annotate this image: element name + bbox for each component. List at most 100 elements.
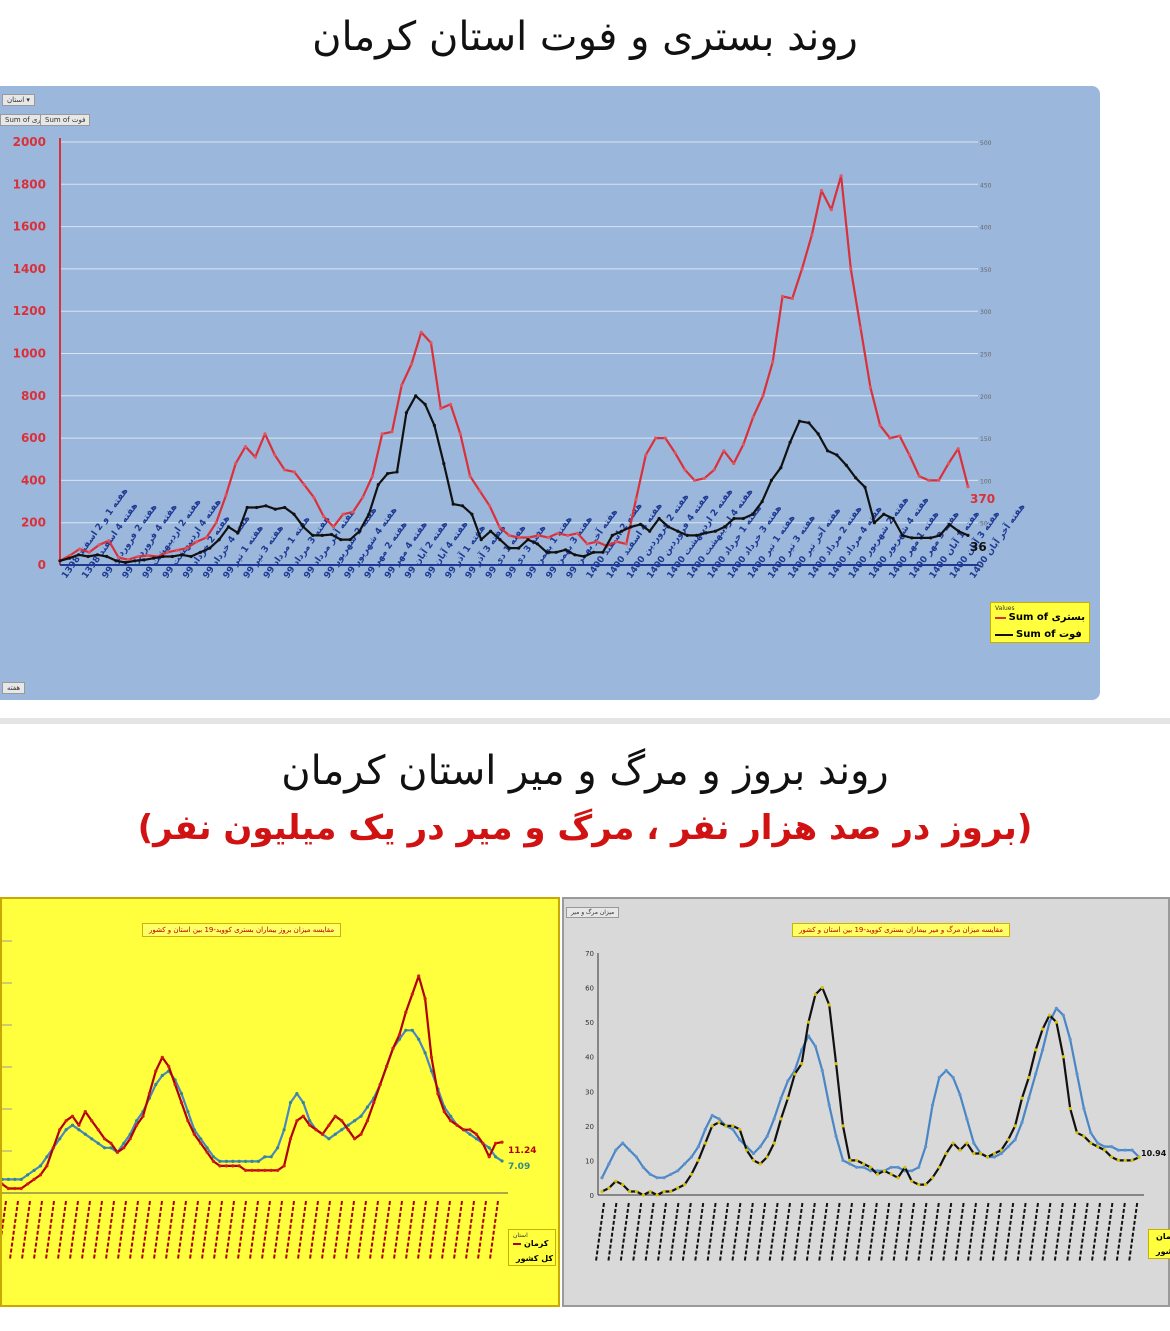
- week-filter-button[interactable]: هفته: [2, 682, 26, 694]
- chart2-series-kerman-point: [13, 1186, 17, 1191]
- chart2-series-kerman-point: [2, 1182, 4, 1186]
- chart3-xtick-mark: [669, 1202, 680, 1262]
- chart2-series-kerman-point: [288, 1137, 293, 1141]
- chart1-series-death-point: [760, 500, 764, 504]
- chart3-xtick-mark: [756, 1202, 767, 1262]
- chart1-series-death-point: [826, 449, 830, 453]
- chart3-series-kerman-point: [875, 1172, 879, 1176]
- chart3-series-kerman-point: [738, 1127, 742, 1131]
- chart1-series-hospitalized-point: [937, 478, 941, 482]
- chart1-ytick-left: 200: [21, 516, 46, 530]
- mortality-filter-button[interactable]: میزان مرگ و میر: [566, 907, 620, 918]
- chart3-series-country-point: [621, 1141, 625, 1145]
- chart2-series-kerman-point: [205, 1150, 209, 1154]
- chart2-xtick-mark: [81, 1200, 91, 1260]
- chart3-series-kerman-point: [800, 1062, 804, 1066]
- chart3-xtick-mark: [855, 1202, 866, 1262]
- chart3-series-kerman-point: [1020, 1096, 1024, 1100]
- chart3-series-kerman-point: [903, 1165, 907, 1169]
- chart1-series-hospitalized-point: [488, 504, 492, 508]
- chart3-series-kerman-point: [972, 1151, 976, 1156]
- chart1-series-death-point: [910, 536, 914, 540]
- chart3-xtick-mark: [1053, 1202, 1064, 1262]
- chart3-xtick-mark: [1128, 1202, 1139, 1262]
- chart2-series-kerman-point: [410, 992, 414, 996]
- chart2-series-kerman-point: [487, 1155, 491, 1159]
- chart1-series-death-point: [900, 533, 905, 537]
- chart3-series-country-point: [786, 1079, 790, 1083]
- chart3-series-country-point: [1041, 1048, 1045, 1052]
- chart1-series-hospitalized-point: [204, 535, 209, 540]
- chart2-series-country-point: [77, 1128, 81, 1132]
- chart3-series-kerman-point: [965, 1141, 969, 1145]
- chart1-series-death-point: [666, 525, 671, 529]
- chart2-series-kerman-point: [397, 1033, 401, 1037]
- chart1-series-hospitalized-point: [585, 542, 589, 546]
- chart2-series-kerman-point: [282, 1164, 286, 1168]
- chart2-series-country-point: [365, 1105, 369, 1109]
- chart1-series-death-point: [535, 542, 540, 546]
- chart1-series-hospitalized-point: [224, 493, 228, 497]
- province-filter-label: استان: [7, 96, 25, 104]
- province-filter-button[interactable]: استان ▾: [2, 94, 35, 106]
- chart1-series-death-point: [723, 525, 727, 529]
- chart3-xtick-mark: [929, 1202, 940, 1262]
- chart3-series-country-point: [765, 1134, 769, 1138]
- chart3-series-kerman-point: [1041, 1027, 1045, 1031]
- chart2-series-kerman-point: [154, 1069, 158, 1073]
- chart2-series-kerman-point: [19, 1186, 23, 1191]
- chart3-series-kerman-point: [1013, 1124, 1017, 1128]
- chart3-series-kerman-point: [689, 1172, 694, 1176]
- chart1-series-hospitalized-point: [370, 474, 374, 478]
- chart3-series-country-point: [1034, 1072, 1038, 1076]
- chart1-ytick-left: 1000: [13, 347, 46, 361]
- chart1-series-hospitalized-point: [741, 442, 746, 446]
- chart2-series-kerman-point: [333, 1114, 337, 1118]
- chart3-series-country-point: [607, 1162, 611, 1166]
- chart2-xtick-mark: [9, 1200, 19, 1260]
- chart3-xtick-mark: [1115, 1202, 1126, 1262]
- chart1-series-death-point: [610, 533, 614, 537]
- chart3-series-country-point: [689, 1155, 694, 1159]
- chart1-series-death-point: [311, 533, 315, 537]
- chart3-series-kerman-point: [621, 1183, 625, 1187]
- chart3-xtick-mark: [607, 1202, 618, 1262]
- chart3-series-country-point: [827, 1103, 831, 1107]
- chart2-xtick-mark: [345, 1200, 355, 1260]
- chart2-xtick-mark: [189, 1200, 199, 1260]
- chart1-series-hospitalized-point: [859, 326, 863, 330]
- chart1-series-death-point: [891, 516, 895, 521]
- chart2-xtick-mark: [237, 1200, 247, 1260]
- chart2-series-country-point: [64, 1128, 68, 1132]
- chart1-series-hospitalized-point: [273, 453, 277, 457]
- chart1-series-hospitalized-point: [771, 360, 775, 364]
- chart2-series-country-point: [224, 1159, 228, 1163]
- chart1-ytick-left: 0: [38, 558, 46, 572]
- chart1-series-hospitalized-point: [810, 233, 814, 237]
- chart3-series-country-point: [1116, 1148, 1120, 1152]
- chart3-series-kerman-point: [910, 1179, 914, 1183]
- chart3-series-country-point: [710, 1113, 714, 1118]
- sum-death-field-button[interactable]: Sum of فوت: [40, 114, 91, 126]
- chart3-series-country-point: [731, 1127, 735, 1131]
- chart1-series-death-point: [816, 432, 820, 436]
- chart1-series-hospitalized-point: [341, 512, 345, 516]
- chart1-series-hospitalized-point: [517, 535, 521, 540]
- chart1-series-death-point: [142, 558, 146, 562]
- chart1-series-hospitalized-point: [614, 540, 619, 544]
- chart2-series-country-point: [429, 1069, 434, 1073]
- chart3-ytick: 50: [585, 1019, 594, 1027]
- chart2-series-kerman-point: [500, 1140, 504, 1144]
- chart2-series-kerman-point: [340, 1119, 344, 1123]
- chart1-series-death-point: [872, 521, 877, 525]
- chart3-xtick-mark: [719, 1202, 729, 1262]
- chart3-xtick-mark: [917, 1202, 928, 1262]
- chart3-series-country-point: [875, 1169, 879, 1173]
- chart3-series-country-point: [648, 1172, 652, 1176]
- chart3-series-country-point: [1020, 1120, 1024, 1124]
- chart1-series-death-point: [226, 525, 231, 529]
- chart1-legend: Values Sum of بستری Sum of فوت: [990, 602, 1090, 643]
- chart3-xtick-mark: [830, 1202, 841, 1262]
- chart3-series-kerman-point: [999, 1148, 1003, 1152]
- chart1-series-death-point: [245, 505, 249, 510]
